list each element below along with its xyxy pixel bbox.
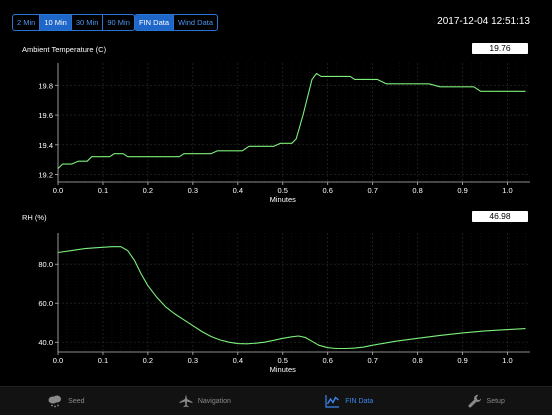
y-tick-label: 40.0	[38, 338, 53, 347]
rh-chart: 0.0 0.1 0.2 0.3 0.4 0.5 0.6 0.7 0.8 0.9 1.0 40.0 60.…	[38, 233, 530, 374]
temperature-grid	[57, 63, 530, 182]
range-button-10-min[interactable]: 10 Min	[40, 15, 72, 30]
range-button-90-min[interactable]: 90 Min	[107, 18, 130, 27]
cloud-seed-icon	[48, 395, 62, 408]
bottom-tab-bar: Seed Navigation FIN Data Setup	[0, 386, 552, 415]
rh-chart-title: RH (%)	[22, 213, 47, 222]
temperature-value-box: 19.76	[472, 43, 528, 54]
temperature-x-axis-label: Minutes	[270, 195, 297, 204]
rh-series-line	[57, 246, 526, 350]
rh-grid	[57, 233, 530, 352]
tab-setup-label: Setup	[486, 397, 505, 405]
rh-value-box: 46.98	[472, 211, 528, 222]
rh-x-axis-label: Minutes	[270, 365, 297, 374]
x-tick-label: 0.8	[412, 356, 422, 365]
x-tick-label: 0.9	[457, 186, 467, 195]
time-range-selector: 2 Min 10 Min 30 Min 90 Min	[12, 14, 135, 31]
tab-seed-label: Seed	[68, 397, 85, 405]
data-button-wind-data[interactable]: Wind Data	[178, 18, 214, 27]
data-button-fin-data[interactable]: FIN Data	[135, 15, 175, 30]
x-tick-label: 1.0	[502, 356, 512, 365]
y-tick-label: 19.2	[38, 171, 53, 180]
tab-fin-data[interactable]: FIN Data	[325, 394, 373, 408]
clock-readout: 2017-12-04 12:51:13	[437, 16, 530, 27]
tab-seed[interactable]: Seed	[47, 394, 85, 408]
y-tick-label: 60.0	[38, 299, 53, 308]
y-tick-label: 19.6	[38, 111, 53, 120]
x-tick-label: 0.4	[233, 186, 243, 195]
x-tick-label: 0.2	[143, 186, 153, 195]
range-button-2-min[interactable]: 2 Min	[13, 15, 41, 30]
x-tick-label: 0.1	[98, 356, 108, 365]
temperature-axes	[57, 63, 530, 183]
x-tick-label: 0.8	[412, 186, 422, 195]
x-tick-label: 0.5	[278, 186, 288, 195]
rh-axes	[57, 233, 530, 353]
x-tick-label: 0.6	[322, 186, 332, 195]
x-tick-label: 0.1	[98, 186, 108, 195]
wrench-icon	[468, 394, 481, 408]
x-tick-label: 1.0	[502, 186, 512, 195]
y-tick-label: 19.8	[38, 81, 53, 90]
data-type-selector: FIN Data Wind Data	[134, 14, 219, 31]
x-tick-label: 0.3	[188, 356, 198, 365]
x-tick-label: 0.0	[53, 186, 63, 195]
airplane-icon	[179, 394, 193, 408]
tab-navigation-label: Navigation	[197, 397, 231, 405]
x-tick-label: 0.2	[143, 356, 153, 365]
temperature-chart-title: Ambient Temperature (C)	[22, 45, 107, 54]
tab-fin-data-label: FIN Data	[345, 397, 374, 405]
tab-setup[interactable]: Setup	[468, 394, 505, 408]
y-tick-label: 80.0	[38, 260, 53, 269]
temperature-series-line	[57, 72, 526, 169]
x-tick-label: 0.7	[367, 186, 377, 195]
x-tick-label: 0.3	[188, 186, 198, 195]
x-tick-label: 0.7	[367, 356, 377, 365]
temperature-chart: 0.0 0.1 0.2 0.3 0.4 0.5 0.6 0.7 0.8 0.9 1.0 19.2 19.…	[38, 63, 530, 204]
y-tick-label: 19.4	[38, 141, 53, 150]
line-chart-icon	[325, 395, 340, 408]
x-tick-label: 0.5	[278, 356, 288, 365]
x-tick-label: 0.9	[457, 356, 467, 365]
x-tick-label: 0.6	[322, 356, 332, 365]
x-tick-label: 0.4	[233, 356, 243, 365]
x-tick-label: 0.0	[53, 356, 63, 365]
tab-navigation[interactable]: Navigation	[179, 394, 231, 408]
range-button-30-min[interactable]: 30 Min	[72, 15, 104, 30]
